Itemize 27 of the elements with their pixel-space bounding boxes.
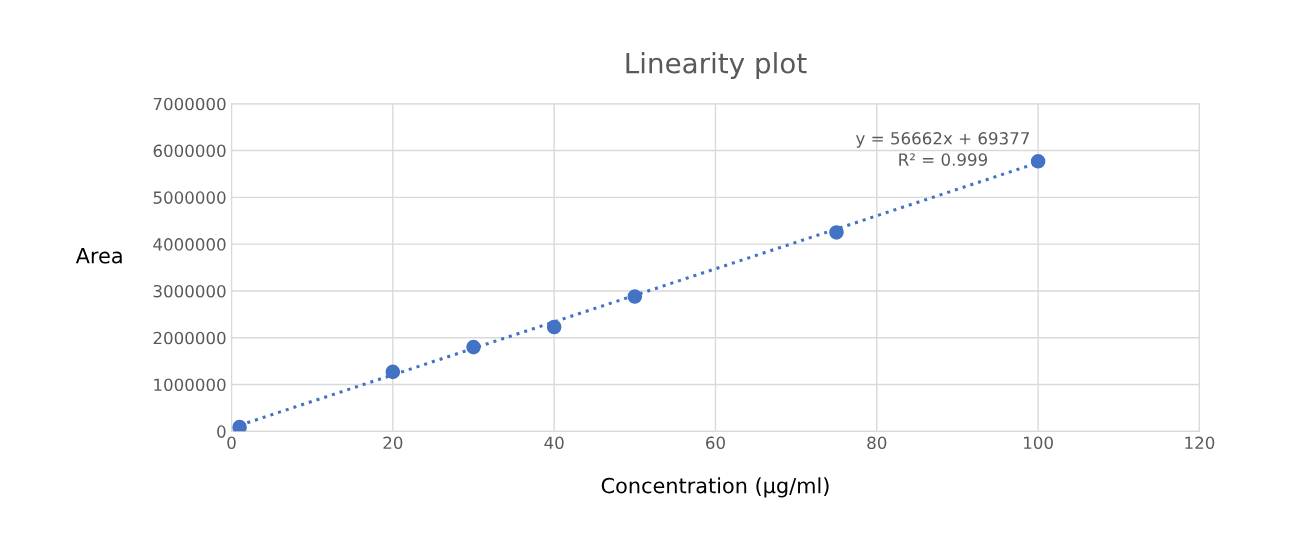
y-tick-label: 0 (217, 425, 226, 438)
x-axis-title: Concentration (µg/ml) (601, 477, 829, 498)
y-axis-title: Area (75, 248, 122, 264)
annotation: R² = 0.999 (899, 153, 988, 166)
x-tick-label: 20 (383, 436, 403, 450)
point (627, 289, 643, 304)
x-tick-label: 0 (227, 436, 236, 450)
y-tick-label: 3000000 (153, 284, 226, 298)
chart-title: Linearity plot (626, 52, 807, 79)
point (829, 225, 844, 240)
annotation: y = 56662x + 69377 (855, 132, 1029, 148)
y-tick-label: 7000000 (153, 97, 226, 111)
point (546, 319, 562, 335)
y-tick-label: 5000000 (153, 191, 226, 204)
x-tick-label: 60 (706, 436, 725, 450)
x-tick-label: 40 (544, 436, 564, 450)
x-tick-label: 80 (867, 436, 887, 450)
y-tick-label: 4000000 (153, 238, 226, 251)
x-tick-label: 100 (1024, 436, 1053, 450)
point (232, 419, 247, 432)
point (385, 364, 401, 380)
point (1030, 154, 1046, 169)
x-tick-label: 120 (1185, 436, 1215, 450)
y-tick-label: 6000000 (153, 144, 226, 158)
y-tick-label: 2000000 (153, 331, 226, 345)
y-tick-label: 1000000 (154, 378, 226, 392)
point (466, 339, 481, 355)
